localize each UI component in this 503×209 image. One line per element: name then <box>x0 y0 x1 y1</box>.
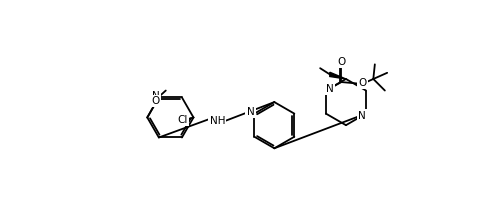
Text: N: N <box>152 91 160 101</box>
Text: N: N <box>326 84 333 94</box>
Text: Cl: Cl <box>177 115 188 125</box>
Text: N: N <box>358 111 366 121</box>
Text: NH: NH <box>210 116 225 126</box>
Text: O: O <box>337 57 346 67</box>
Text: O: O <box>359 78 367 88</box>
Text: O: O <box>151 96 159 106</box>
Text: N: N <box>246 107 255 117</box>
Polygon shape <box>330 72 346 79</box>
